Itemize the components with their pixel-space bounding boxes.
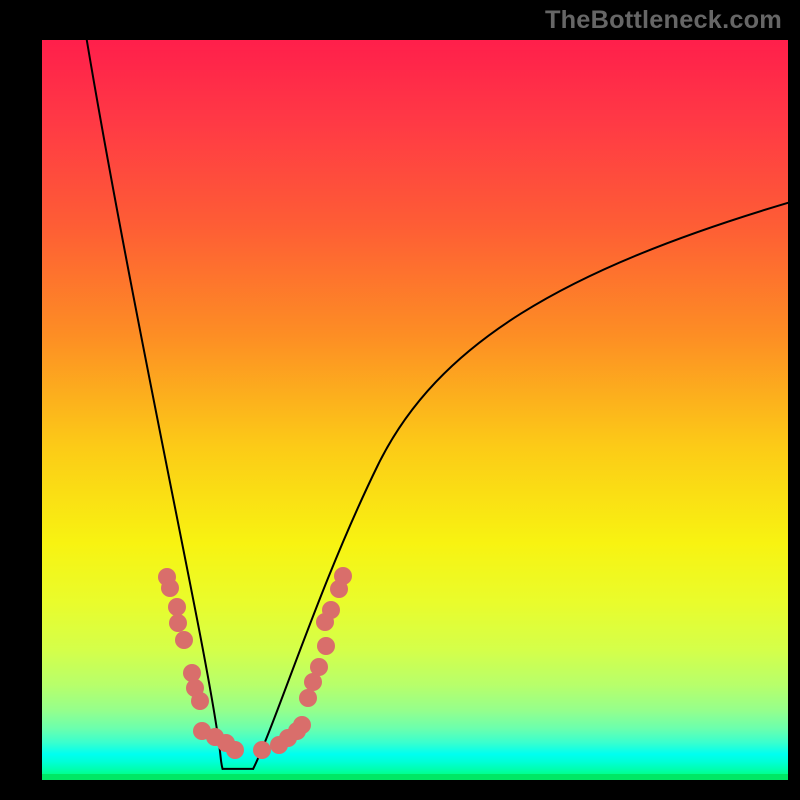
data-point <box>334 567 352 585</box>
chart-svg <box>0 0 800 800</box>
data-point <box>191 692 209 710</box>
data-point <box>168 598 186 616</box>
data-point <box>253 741 271 759</box>
data-point <box>317 637 335 655</box>
data-point <box>161 579 179 597</box>
chart-container: TheBottleneck.com <box>0 0 800 800</box>
data-point <box>322 601 340 619</box>
data-point <box>169 614 187 632</box>
data-point <box>310 658 328 676</box>
plot-area <box>42 40 788 780</box>
baseline-band <box>42 774 788 780</box>
data-point <box>175 631 193 649</box>
data-point <box>183 664 201 682</box>
data-point <box>299 689 317 707</box>
data-point <box>226 741 244 759</box>
data-point <box>293 716 311 734</box>
